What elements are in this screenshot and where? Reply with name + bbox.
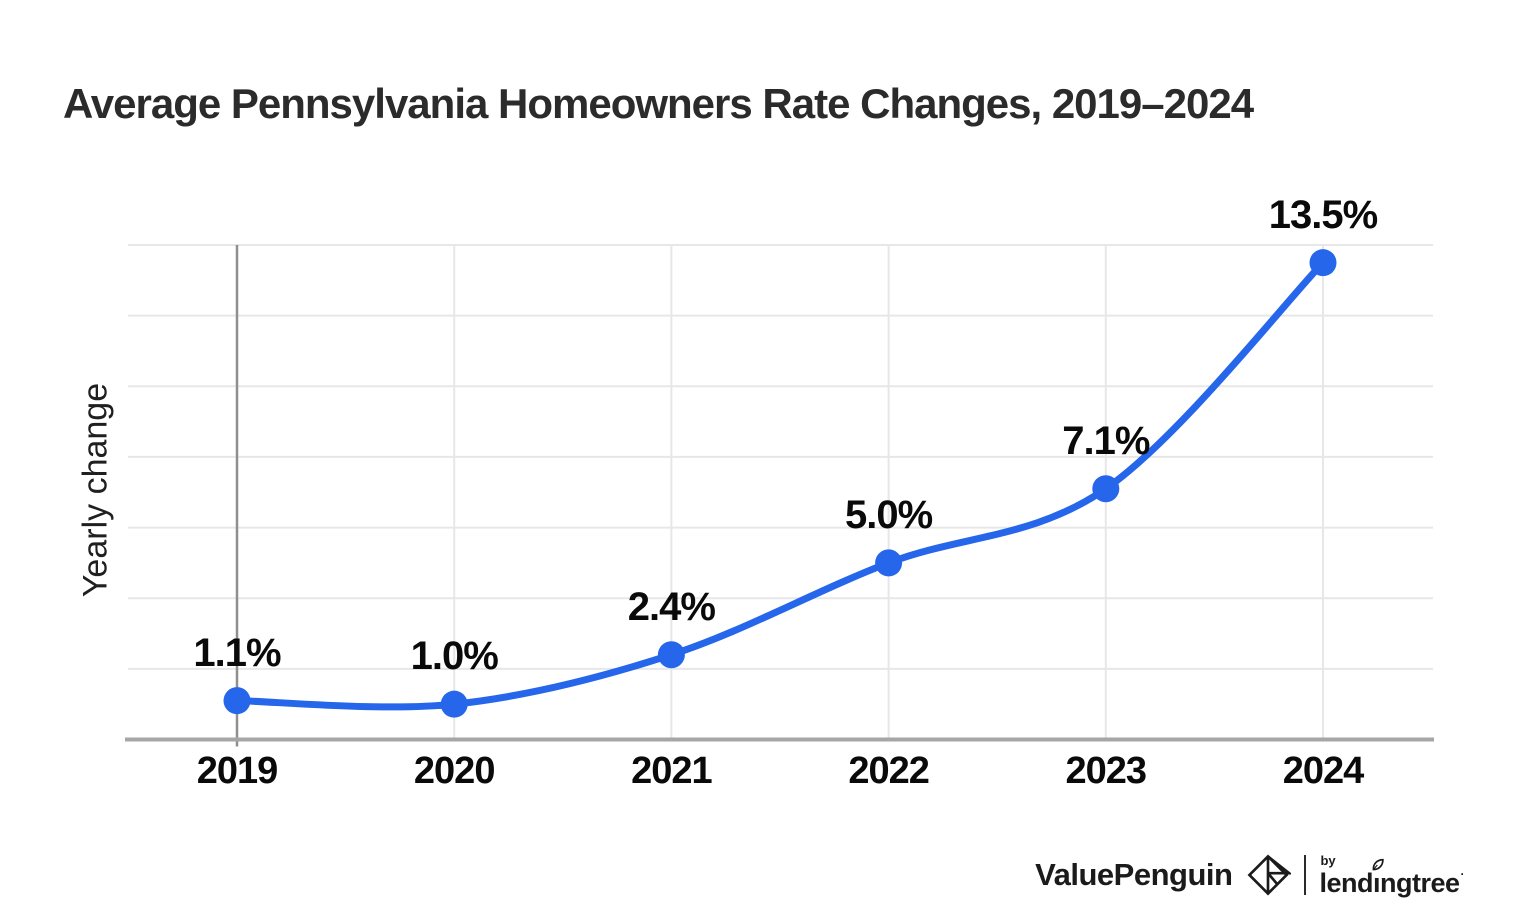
brand-footer: ValuePenguin by lendı ngtree· xyxy=(1035,852,1464,898)
x-axis-tick-label: 2019 xyxy=(196,750,279,792)
data-point-marker xyxy=(1092,475,1120,503)
valuepenguin-logo-icon xyxy=(1247,854,1292,896)
valuepenguin-wordmark: ValuePenguin xyxy=(1035,857,1233,892)
point-value-label: 1.1% xyxy=(193,630,281,675)
point-value-label: 7.1% xyxy=(1062,418,1150,463)
chart-title: Average Pennsylvania Homeowners Rate Cha… xyxy=(63,80,1254,127)
lendingtree-lockup: by lendı ngtree· xyxy=(1319,854,1464,897)
trend-line xyxy=(233,259,1327,711)
leaf-icon xyxy=(1372,858,1384,870)
trademark-dot: · xyxy=(1460,866,1465,881)
data-point-marker xyxy=(223,687,251,715)
lendingtree-wordmark: lendı ngtree· xyxy=(1319,858,1465,898)
x-axis-tick-label: 2020 xyxy=(413,750,496,792)
point-value-label: 5.0% xyxy=(845,492,933,537)
point-value-label: 1.0% xyxy=(410,634,499,679)
x-axis-tick-label: 2023 xyxy=(1065,750,1148,792)
x-axis-tick-label: 2021 xyxy=(631,750,713,792)
footer-divider xyxy=(1304,855,1307,895)
x-axis-tick-label: 2024 xyxy=(1282,750,1365,792)
point-value-label: 2.4% xyxy=(627,584,716,629)
lendingtree-wordmark-text: lendı ngtree xyxy=(1319,858,1460,898)
by-label: by xyxy=(1320,852,1336,868)
x-axis-tick-label: 2022 xyxy=(848,750,930,792)
point-value-label: 13.5% xyxy=(1268,192,1378,237)
data-point-marker xyxy=(440,690,468,718)
data-point-marker xyxy=(875,549,903,577)
data-point-marker xyxy=(657,641,685,669)
data-point-marker xyxy=(1309,249,1337,277)
